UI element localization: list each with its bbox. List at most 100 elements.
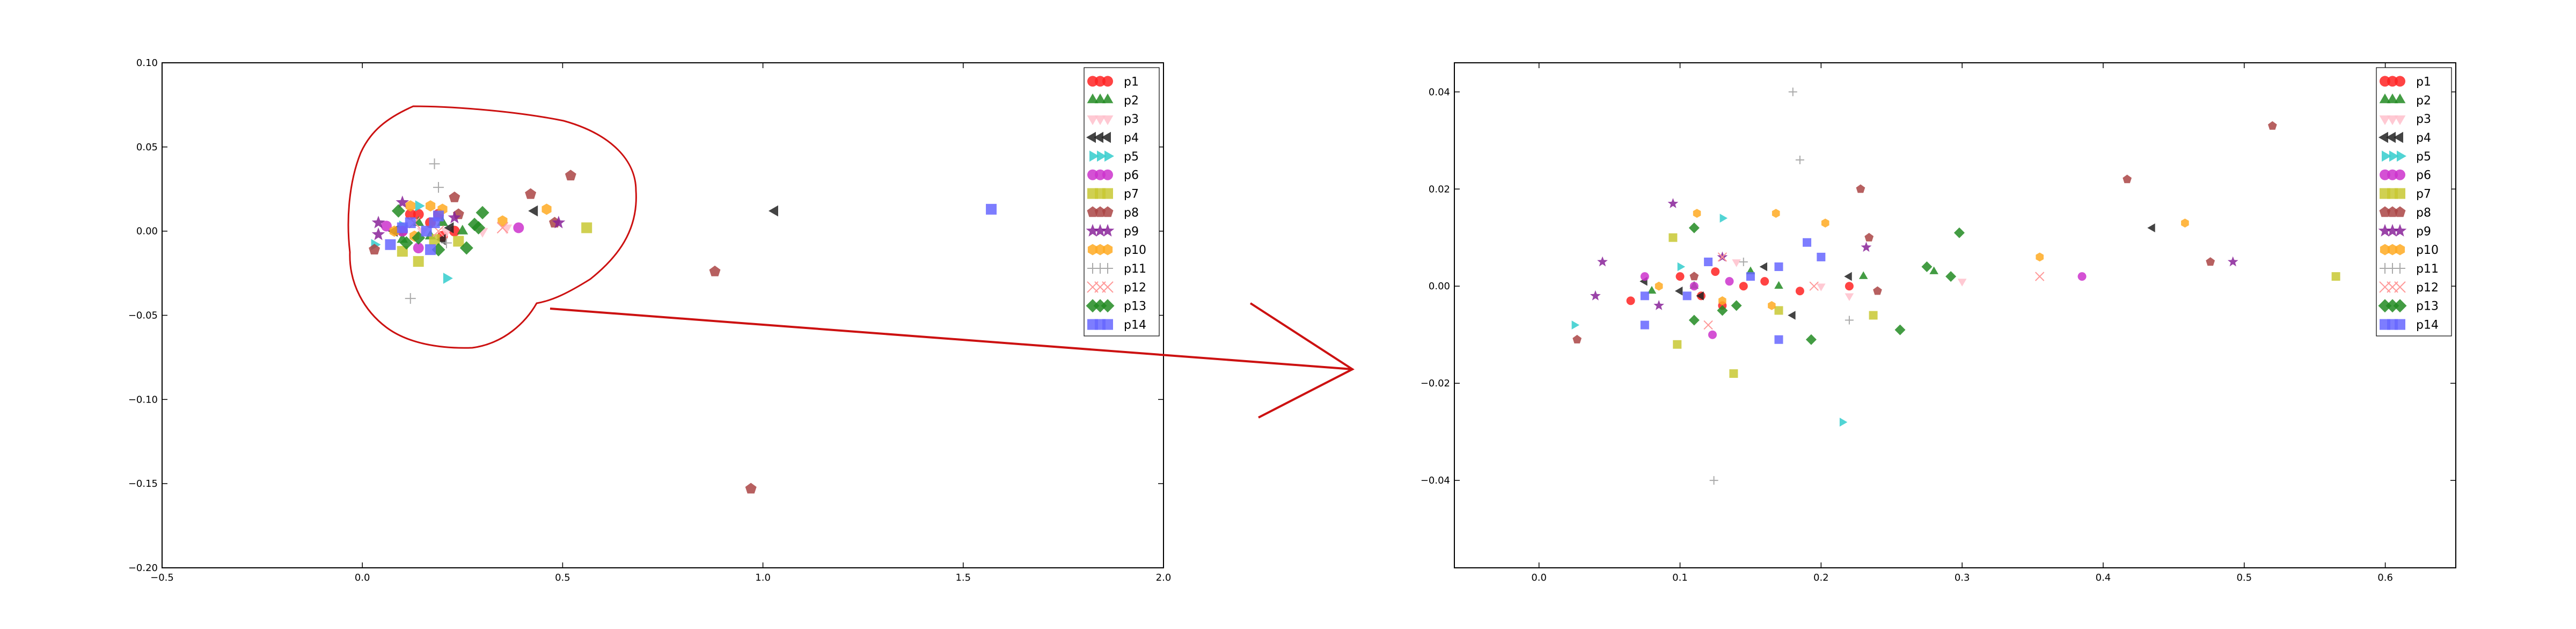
point-p8	[1864, 232, 1874, 242]
arrow-head	[1249, 302, 1355, 419]
point-p6	[1640, 272, 1649, 281]
legend-marker-p5	[2397, 150, 2406, 162]
y-tick-label: −0.04	[1421, 475, 1450, 486]
legend-marker-p11	[2395, 263, 2405, 274]
legend-marker-p2	[2387, 93, 2398, 104]
y-axis: 0.04 0.02 0.00 −0.02 −0.04	[1421, 86, 2456, 486]
point-p5	[443, 273, 453, 284]
cluster-outline	[347, 105, 637, 349]
x-tick-label: 0.0	[355, 572, 370, 583]
point-p13	[1688, 222, 1700, 233]
legend-marker-p4	[2386, 131, 2396, 143]
chart-right: 0.0 0.1 0.2 0.3 0.4 0.5 0.6 0.04 0.02 0.00 −0.02 −…	[1421, 62, 2456, 583]
legend-marker-p8	[2379, 206, 2391, 217]
legend-marker-p13	[1101, 299, 1115, 313]
point-p3	[1817, 283, 1826, 291]
legend-label-p12: p12	[2416, 281, 2439, 295]
legend-marker-p8	[1087, 206, 1099, 217]
point-p7	[397, 246, 408, 257]
point-p14	[1704, 257, 1713, 266]
point-p6	[380, 221, 392, 232]
point-p9	[1667, 198, 1679, 208]
point-p11	[1788, 87, 1797, 97]
legend-marker-p13	[2378, 299, 2392, 313]
point-p8	[525, 188, 537, 199]
point-p4	[444, 222, 454, 233]
point-p1	[1739, 282, 1748, 291]
legend-label-p9: p9	[2416, 225, 2431, 238]
point-p10	[1768, 301, 1776, 310]
point-p12	[1809, 281, 1819, 291]
point-p7	[429, 234, 440, 245]
x-tick-label: 0.5	[2236, 572, 2252, 583]
legend-marker-p7	[1102, 188, 1113, 199]
point-p4	[528, 205, 538, 217]
point-p2	[1929, 266, 1938, 274]
legend-marker-p10	[2395, 244, 2405, 255]
legend-marker-p1	[1095, 76, 1106, 87]
point-p8	[2206, 257, 2215, 266]
point-p7	[1729, 369, 1738, 378]
x-tick-label: 0.1	[1672, 572, 1688, 583]
legend-marker-p8	[1102, 206, 1114, 217]
legend-marker-p11	[1102, 263, 1113, 274]
point-p11	[1739, 257, 1748, 266]
legend-label-p3: p3	[2416, 113, 2431, 126]
point-p12	[1717, 252, 1728, 262]
legend-marker-p8	[2387, 206, 2398, 217]
point-p7	[453, 236, 464, 247]
point-p9	[1597, 256, 1608, 267]
point-p6	[2077, 272, 2087, 281]
legend-marker-p9	[1086, 224, 1100, 237]
point-p5	[1839, 418, 1848, 427]
point-p7	[2331, 272, 2340, 281]
legend-label-p1: p1	[1124, 75, 1139, 89]
legend-marker-p5	[2382, 150, 2391, 162]
legend-marker-p4	[1086, 131, 1096, 143]
point-p13	[1805, 334, 1817, 345]
point-p7	[1673, 340, 1682, 349]
point-p7	[413, 256, 424, 267]
legend-marker-p2	[2394, 93, 2406, 104]
legend-box	[2376, 67, 2452, 337]
legend-marker-p13	[1093, 299, 1107, 313]
legend-marker-p2	[2379, 93, 2391, 104]
point-p13	[1953, 227, 1965, 238]
point-p2	[457, 224, 469, 235]
y-tick-label: 0.04	[1429, 86, 1450, 98]
point-p13	[391, 204, 405, 218]
point-p9	[1653, 300, 1664, 310]
point-p10	[1772, 209, 1780, 218]
point-p4	[2147, 223, 2155, 232]
y-axis: 0.10 0.05 0.00 −0.05 −0.10 −0.15 −0.20	[128, 57, 1163, 574]
point-p10	[1718, 296, 1726, 305]
y-tick-label: −0.02	[1421, 378, 1450, 389]
point-p13	[1688, 314, 1700, 326]
x-tick-label: 0.6	[2377, 572, 2393, 583]
point-p7	[1869, 311, 1878, 320]
point-p13	[1921, 261, 1933, 272]
legend-marker-p6	[1102, 169, 1113, 180]
point-p12	[496, 222, 509, 234]
legend: p1 p2 p3 p4 p5 p6 p7 p8 p9 p10 p11 p12 p13 p14	[2376, 67, 2452, 337]
point-p4	[1759, 262, 1767, 272]
chart-left: −0.5 0.0 0.5 1.0 1.5 2.0 0.100.050.00−0.05−0.…	[128, 57, 1171, 583]
point-p14	[1803, 238, 1812, 247]
point-p14	[1817, 252, 1826, 261]
point-p8	[1689, 272, 1699, 281]
legend-label-p13: p13	[2416, 300, 2439, 313]
legend-marker-p5	[1089, 150, 1099, 162]
point-p13	[475, 206, 489, 220]
point-p14	[405, 217, 416, 228]
legend-label-p14: p14	[1124, 319, 1146, 332]
point-p8	[1856, 184, 1865, 193]
legend-marker-p1	[1087, 76, 1098, 87]
legend-marker-p6	[2395, 169, 2405, 180]
point-p8	[565, 170, 576, 181]
legend-marker-p13	[2385, 299, 2399, 313]
legend-label-p9: p9	[1124, 225, 1139, 238]
point-p8	[2268, 121, 2277, 130]
point-p13	[1945, 271, 1957, 282]
legend-marker-p1	[1102, 76, 1113, 87]
y-tick-label: 0.00	[136, 226, 158, 237]
